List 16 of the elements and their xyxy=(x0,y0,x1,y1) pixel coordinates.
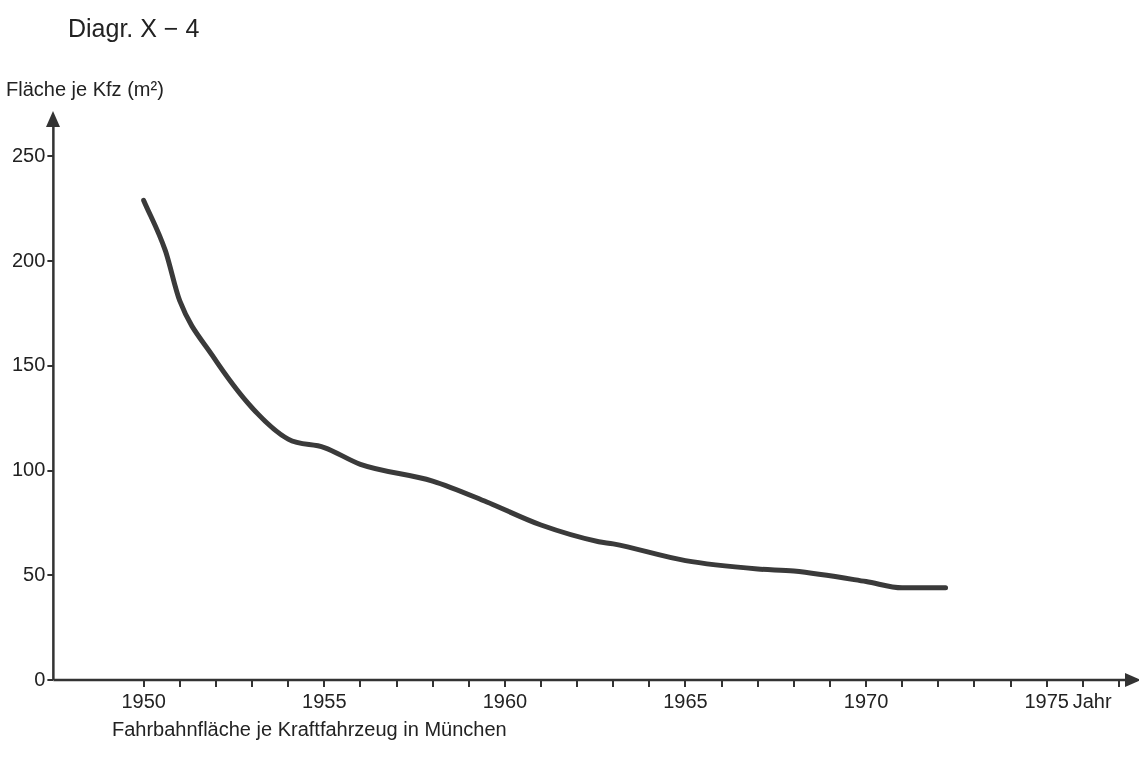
x-axis-title: Jahr xyxy=(1072,689,1112,712)
y-tick-label: 250 xyxy=(11,143,46,166)
y-axis-title: Fläche je Kfz (m²) xyxy=(6,78,164,101)
x-tick-label: 1960 xyxy=(482,689,528,712)
chart-title: Diagr. X − 4 xyxy=(68,14,200,43)
y-tick-label: 150 xyxy=(11,353,46,376)
y-tick-label: 100 xyxy=(11,458,46,481)
x-tick-label: 1975 xyxy=(1024,689,1069,712)
x-tick-label: 1955 xyxy=(302,689,347,712)
x-tick-label: 1970 xyxy=(843,689,889,712)
y-tick-label: 50 xyxy=(23,562,46,585)
x-tick-label: 1950 xyxy=(121,689,166,712)
y-tick-label: 200 xyxy=(11,248,46,271)
y-tick-label: 0 xyxy=(34,667,46,690)
text: Fahrbahnfläche je Kraftfahrzeug in München xyxy=(112,718,507,741)
x-tick-label: 1965 xyxy=(663,689,708,712)
